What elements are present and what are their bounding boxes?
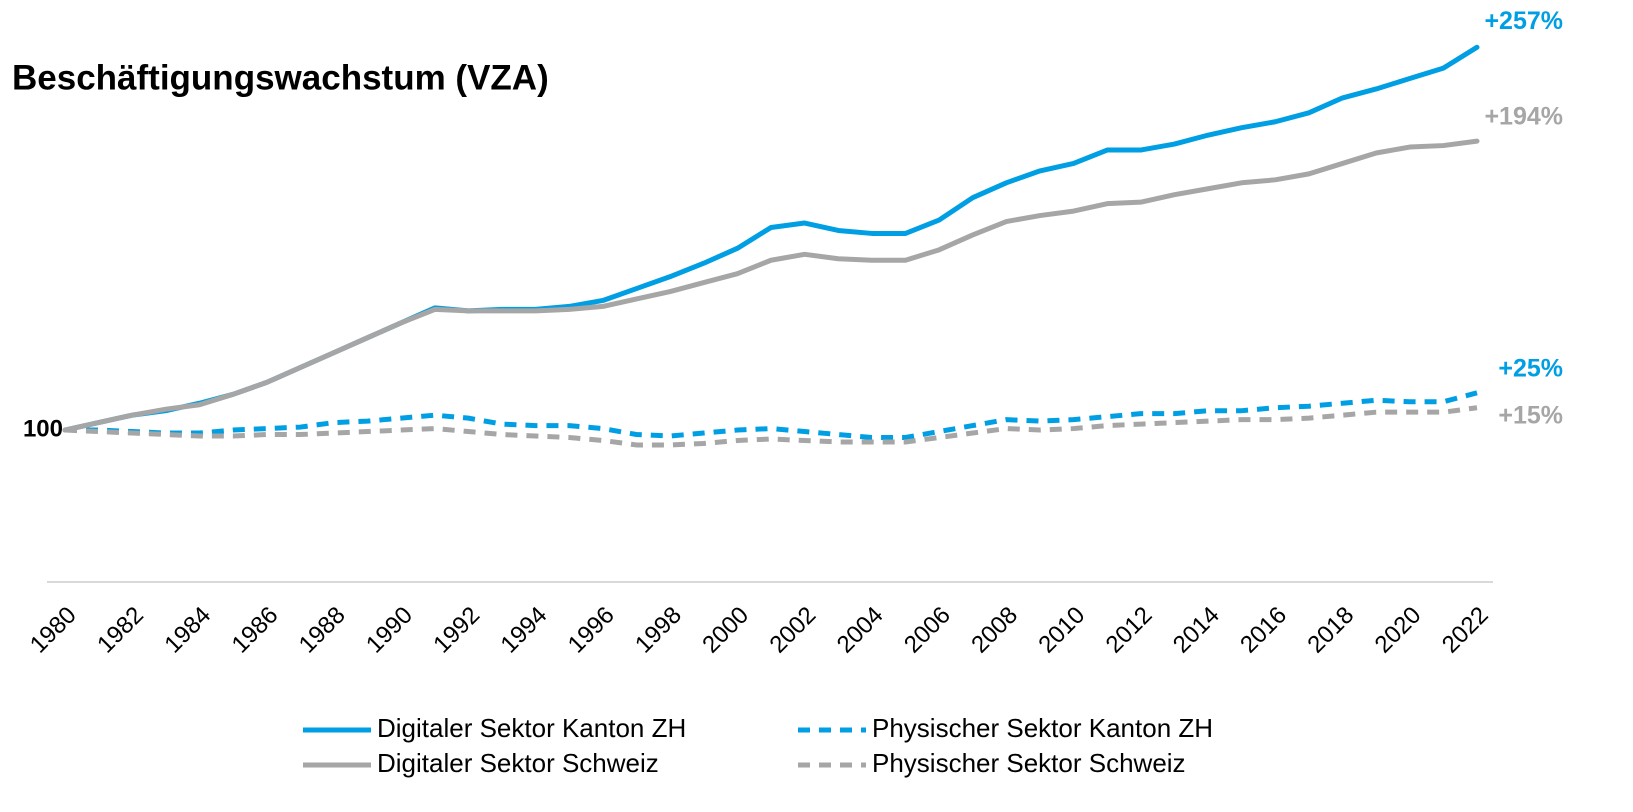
legend-label: Digitaler Sektor Kanton ZH: [377, 713, 686, 743]
x-tick-label: 1984: [159, 602, 216, 659]
x-tick-label: 2018: [1302, 602, 1359, 659]
legend-label: Physischer Sektor Schweiz: [872, 748, 1186, 778]
end-label: +15%: [1498, 401, 1563, 429]
x-tick-label: 1992: [428, 602, 485, 659]
series-line: [62, 44, 1480, 433]
end-label: +25%: [1498, 354, 1563, 382]
series-line: [65, 390, 1478, 440]
x-tick-label: 1980: [25, 602, 82, 659]
y-tick-label: 100: [23, 415, 63, 442]
end-label: +194%: [1484, 103, 1563, 131]
x-tick-label: 2008: [966, 602, 1023, 659]
x-tick-label: 1996: [563, 602, 620, 659]
x-tick-label: 2010: [1033, 602, 1090, 659]
x-tick-label: 2020: [1370, 602, 1427, 659]
x-tick-label: 2000: [697, 602, 754, 659]
series-line: [64, 405, 1478, 448]
x-tick-label: 1998: [630, 602, 687, 659]
x-tick-label: 2006: [899, 602, 956, 659]
series-line: [62, 138, 1480, 433]
x-tick-label: 2002: [765, 602, 822, 659]
x-tick-label: 2012: [1101, 602, 1158, 659]
x-tick-label: 1988: [294, 602, 351, 659]
legend-label: Digitaler Sektor Schweiz: [377, 748, 659, 778]
x-tick-label: 2016: [1235, 602, 1292, 659]
end-label: +257%: [1484, 7, 1563, 35]
x-tick-label: 2004: [832, 602, 889, 659]
x-tick-label: 1990: [361, 602, 418, 659]
x-tick-label: 1994: [496, 602, 553, 659]
x-tick-label: 1986: [227, 602, 284, 659]
legend-label: Physischer Sektor Kanton ZH: [872, 713, 1213, 743]
x-tick-label: 2014: [1168, 602, 1225, 659]
chart-title: Beschäftigungswachstum (VZA): [12, 58, 549, 97]
x-tick-label: 1982: [92, 602, 149, 659]
x-tick-label: 2022: [1437, 602, 1494, 659]
